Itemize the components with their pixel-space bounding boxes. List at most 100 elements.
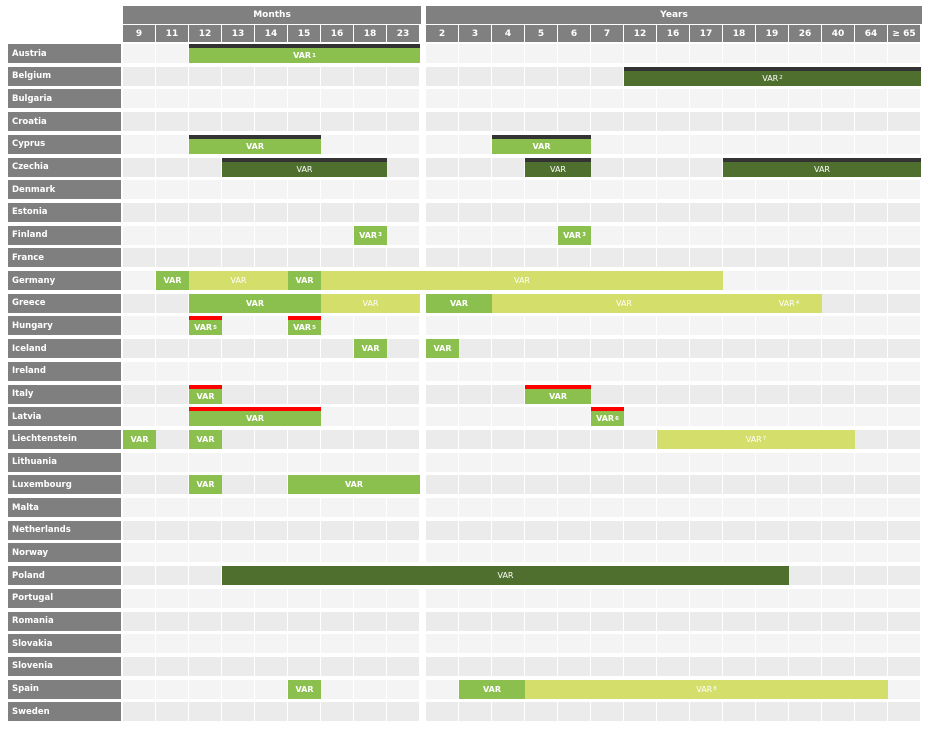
grid-cell (387, 656, 419, 676)
grid-cell (789, 89, 821, 109)
grid-cell (822, 112, 854, 132)
grid-cell (321, 112, 353, 132)
grid-cell (855, 702, 887, 722)
grid-cell (822, 407, 854, 427)
grid-cell (354, 384, 386, 404)
grid-cell (255, 702, 287, 722)
grid-cell (657, 339, 689, 359)
grid-cell (492, 543, 524, 563)
grid-cell (123, 566, 155, 586)
grid-cell (624, 384, 656, 404)
grid-cell (723, 384, 755, 404)
grid-cell (624, 702, 656, 722)
bar-label: VAR (696, 684, 713, 694)
column-header-months: 15 (288, 25, 320, 42)
grid-cell (822, 452, 854, 472)
grid-cell (123, 271, 155, 290)
column-header-months: 23 (387, 25, 419, 42)
bar-label: VAR (450, 298, 468, 308)
bar-label: VAR (361, 344, 380, 354)
grid-cell (723, 271, 755, 290)
grid-cell (459, 361, 491, 381)
grid-cell (426, 407, 458, 427)
grid-cell (123, 89, 155, 109)
grid-cell (525, 611, 557, 631)
schedule-bar: VAR 3 (354, 225, 387, 245)
grid-cell (888, 679, 920, 699)
grid-cell (189, 66, 221, 86)
bar-label: VAR (596, 414, 615, 424)
grid-cell (756, 407, 788, 427)
grid-cell (822, 202, 854, 222)
grid-cell (723, 339, 755, 359)
grid-cell (492, 339, 524, 359)
grid-cell (222, 66, 254, 86)
grid-cell (459, 588, 491, 608)
schedule-bar: VAR 7 (657, 429, 855, 449)
grid-cell (888, 566, 920, 586)
grid-cell (888, 656, 920, 676)
grid-cell (855, 429, 887, 449)
schedule-bar: VAR 1 (189, 44, 420, 63)
grid-cell (624, 339, 656, 359)
grid-cell (888, 702, 920, 722)
grid-cell (855, 475, 887, 495)
grid-cell (822, 520, 854, 540)
grid-cell (558, 498, 590, 517)
grid-cell (387, 543, 419, 563)
grid-cell (123, 361, 155, 381)
grid-cell (558, 634, 590, 654)
grid-cell (354, 361, 386, 381)
grid-cell (426, 588, 458, 608)
grid-cell (822, 475, 854, 495)
grid-cell (222, 543, 254, 563)
grid-cell (255, 361, 287, 381)
grid-cell (189, 157, 221, 177)
grid-cell (756, 271, 788, 290)
country-label: Croatia (8, 112, 121, 132)
grid-cell (426, 89, 458, 109)
grid-cell (690, 588, 722, 608)
grid-cell (888, 202, 920, 222)
country-label: Malta (8, 498, 121, 517)
grid-cell (657, 384, 689, 404)
grid-cell (288, 384, 320, 404)
grid-cell (690, 112, 722, 132)
grid-cell (591, 180, 623, 200)
grid-cell (156, 588, 188, 608)
grid-cell (525, 339, 557, 359)
grid-cell (789, 202, 821, 222)
grid-cell (321, 89, 353, 109)
bar-label: VAR (433, 344, 452, 354)
grid-cell (321, 66, 353, 86)
footnote-marker: 8 (713, 686, 717, 693)
grid-cell (558, 316, 590, 336)
grid-cell (354, 112, 386, 132)
grid-cell (624, 452, 656, 472)
grid-cell (525, 429, 557, 449)
grid-cell (156, 611, 188, 631)
grid-cell (558, 452, 590, 472)
grid-cell (591, 543, 623, 563)
grid-cell (756, 361, 788, 381)
grid-cell (156, 566, 188, 586)
grid-cell (888, 293, 920, 313)
grid-cell (156, 225, 188, 245)
grid-cell (387, 429, 419, 449)
grid-cell (855, 498, 887, 517)
column-header-years: 4 (492, 25, 524, 42)
schedule-bar: VAR (189, 134, 321, 154)
grid-cell (426, 520, 458, 540)
country-label: Denmark (8, 180, 121, 200)
grid-cell (690, 611, 722, 631)
grid-cell (822, 543, 854, 563)
grid-cell (321, 498, 353, 517)
grid-cell (189, 248, 221, 268)
grid-cell (789, 271, 821, 290)
grid-cell (624, 429, 656, 449)
column-header-months: 9 (123, 25, 155, 42)
grid-cell (888, 112, 920, 132)
grid-cell (459, 498, 491, 517)
grid-cell (690, 202, 722, 222)
grid-cell (888, 44, 920, 63)
